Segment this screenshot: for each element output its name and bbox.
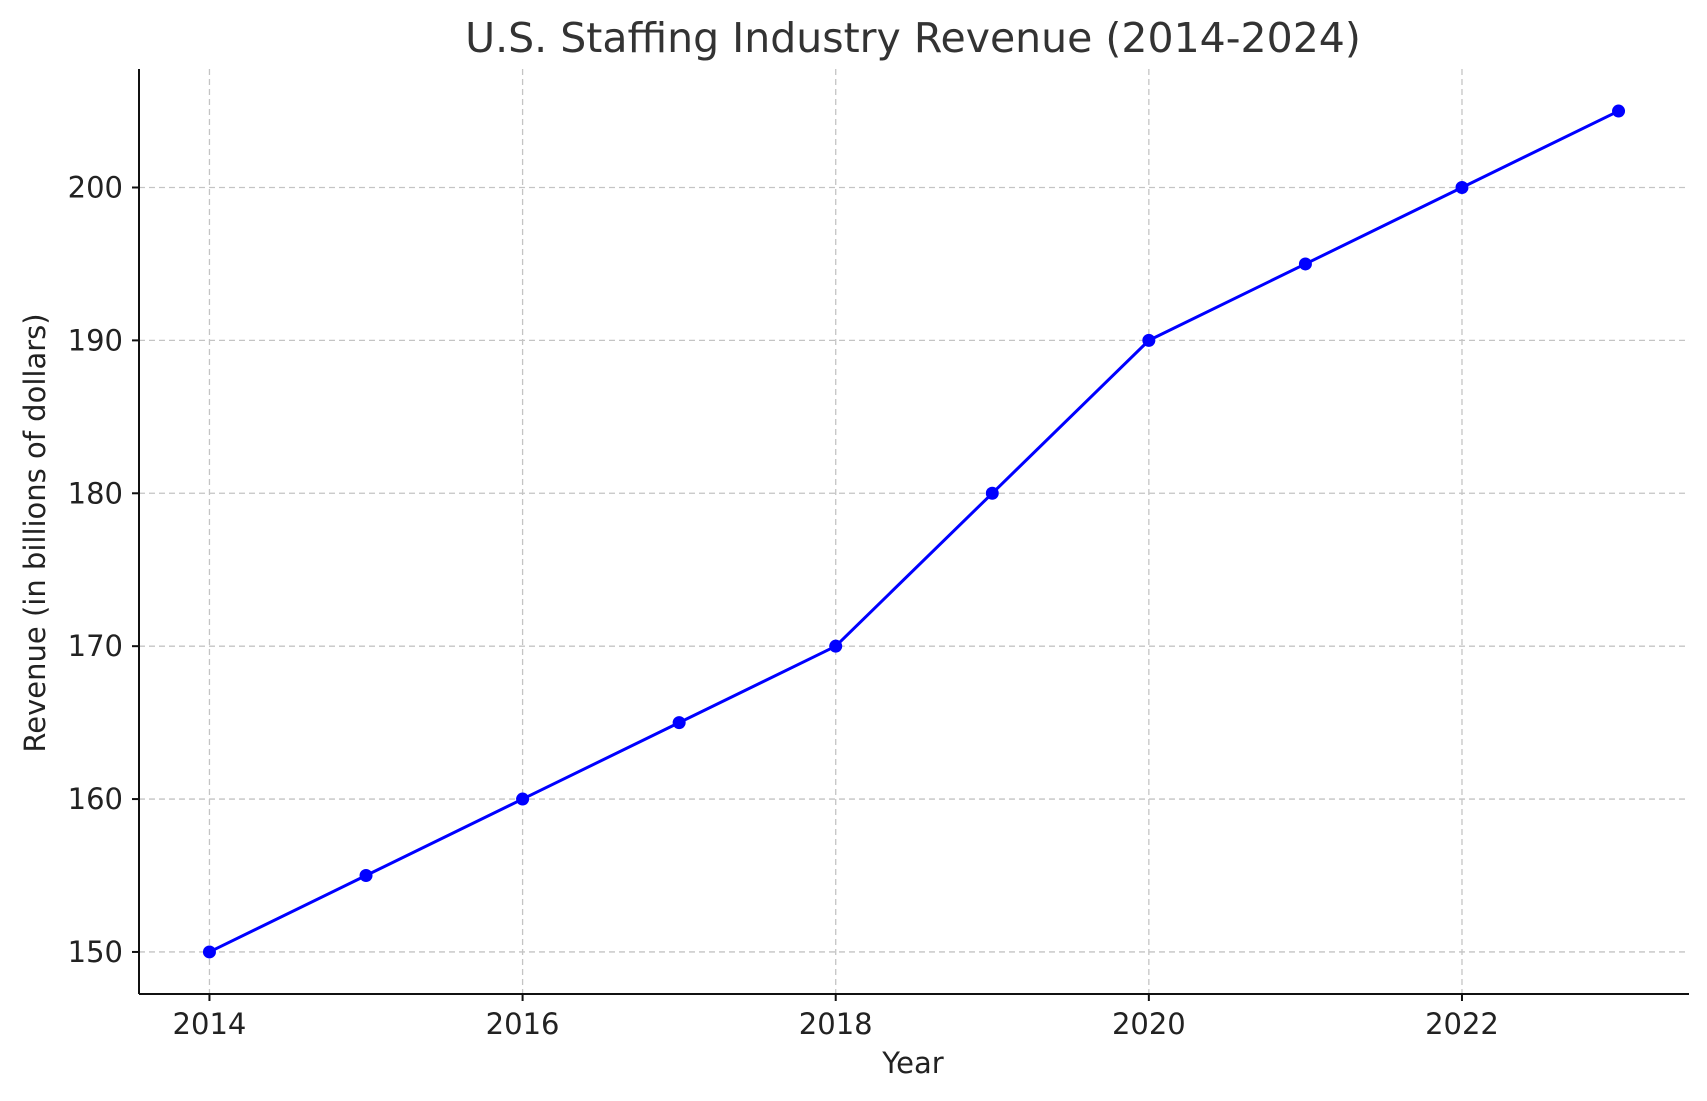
x-tick-label: 2018	[799, 1007, 873, 1041]
x-tick-label: 2016	[486, 1007, 560, 1041]
grid	[139, 69, 1689, 994]
y-axis-label: Revenue (in billions of dollars)	[18, 313, 52, 752]
data-point	[1455, 180, 1469, 194]
series-line	[208, 109, 1620, 954]
y-tick-label: 190	[68, 323, 123, 357]
data-point	[672, 716, 686, 730]
data-point	[829, 639, 843, 653]
x-tick-label: 2022	[1425, 1007, 1499, 1041]
y-tick-label: 150	[68, 935, 123, 969]
data-point	[1612, 104, 1626, 118]
y-tick-label: 160	[68, 782, 123, 816]
y-ticks: 150 160 170 180 190 200	[68, 170, 139, 969]
data-point	[1298, 257, 1312, 271]
x-ticks: 2014 2016 2018 2020 2022	[173, 994, 1499, 1041]
y-tick-label: 180	[68, 476, 123, 510]
axes	[138, 69, 1689, 995]
data-point	[516, 792, 530, 806]
chart-title: U.S. Staffing Industry Revenue (2014-202…	[465, 14, 1361, 62]
data-point	[359, 869, 373, 883]
series-group	[202, 104, 1626, 959]
y-tick-label: 170	[68, 629, 123, 663]
data-point	[985, 486, 999, 500]
data-point	[202, 945, 216, 959]
y-tick-label: 200	[68, 170, 123, 204]
x-tick-label: 2020	[1112, 1007, 1186, 1041]
x-tick-label: 2014	[173, 1007, 247, 1041]
x-axis-label: Year	[881, 1046, 943, 1080]
data-point	[1142, 333, 1156, 347]
